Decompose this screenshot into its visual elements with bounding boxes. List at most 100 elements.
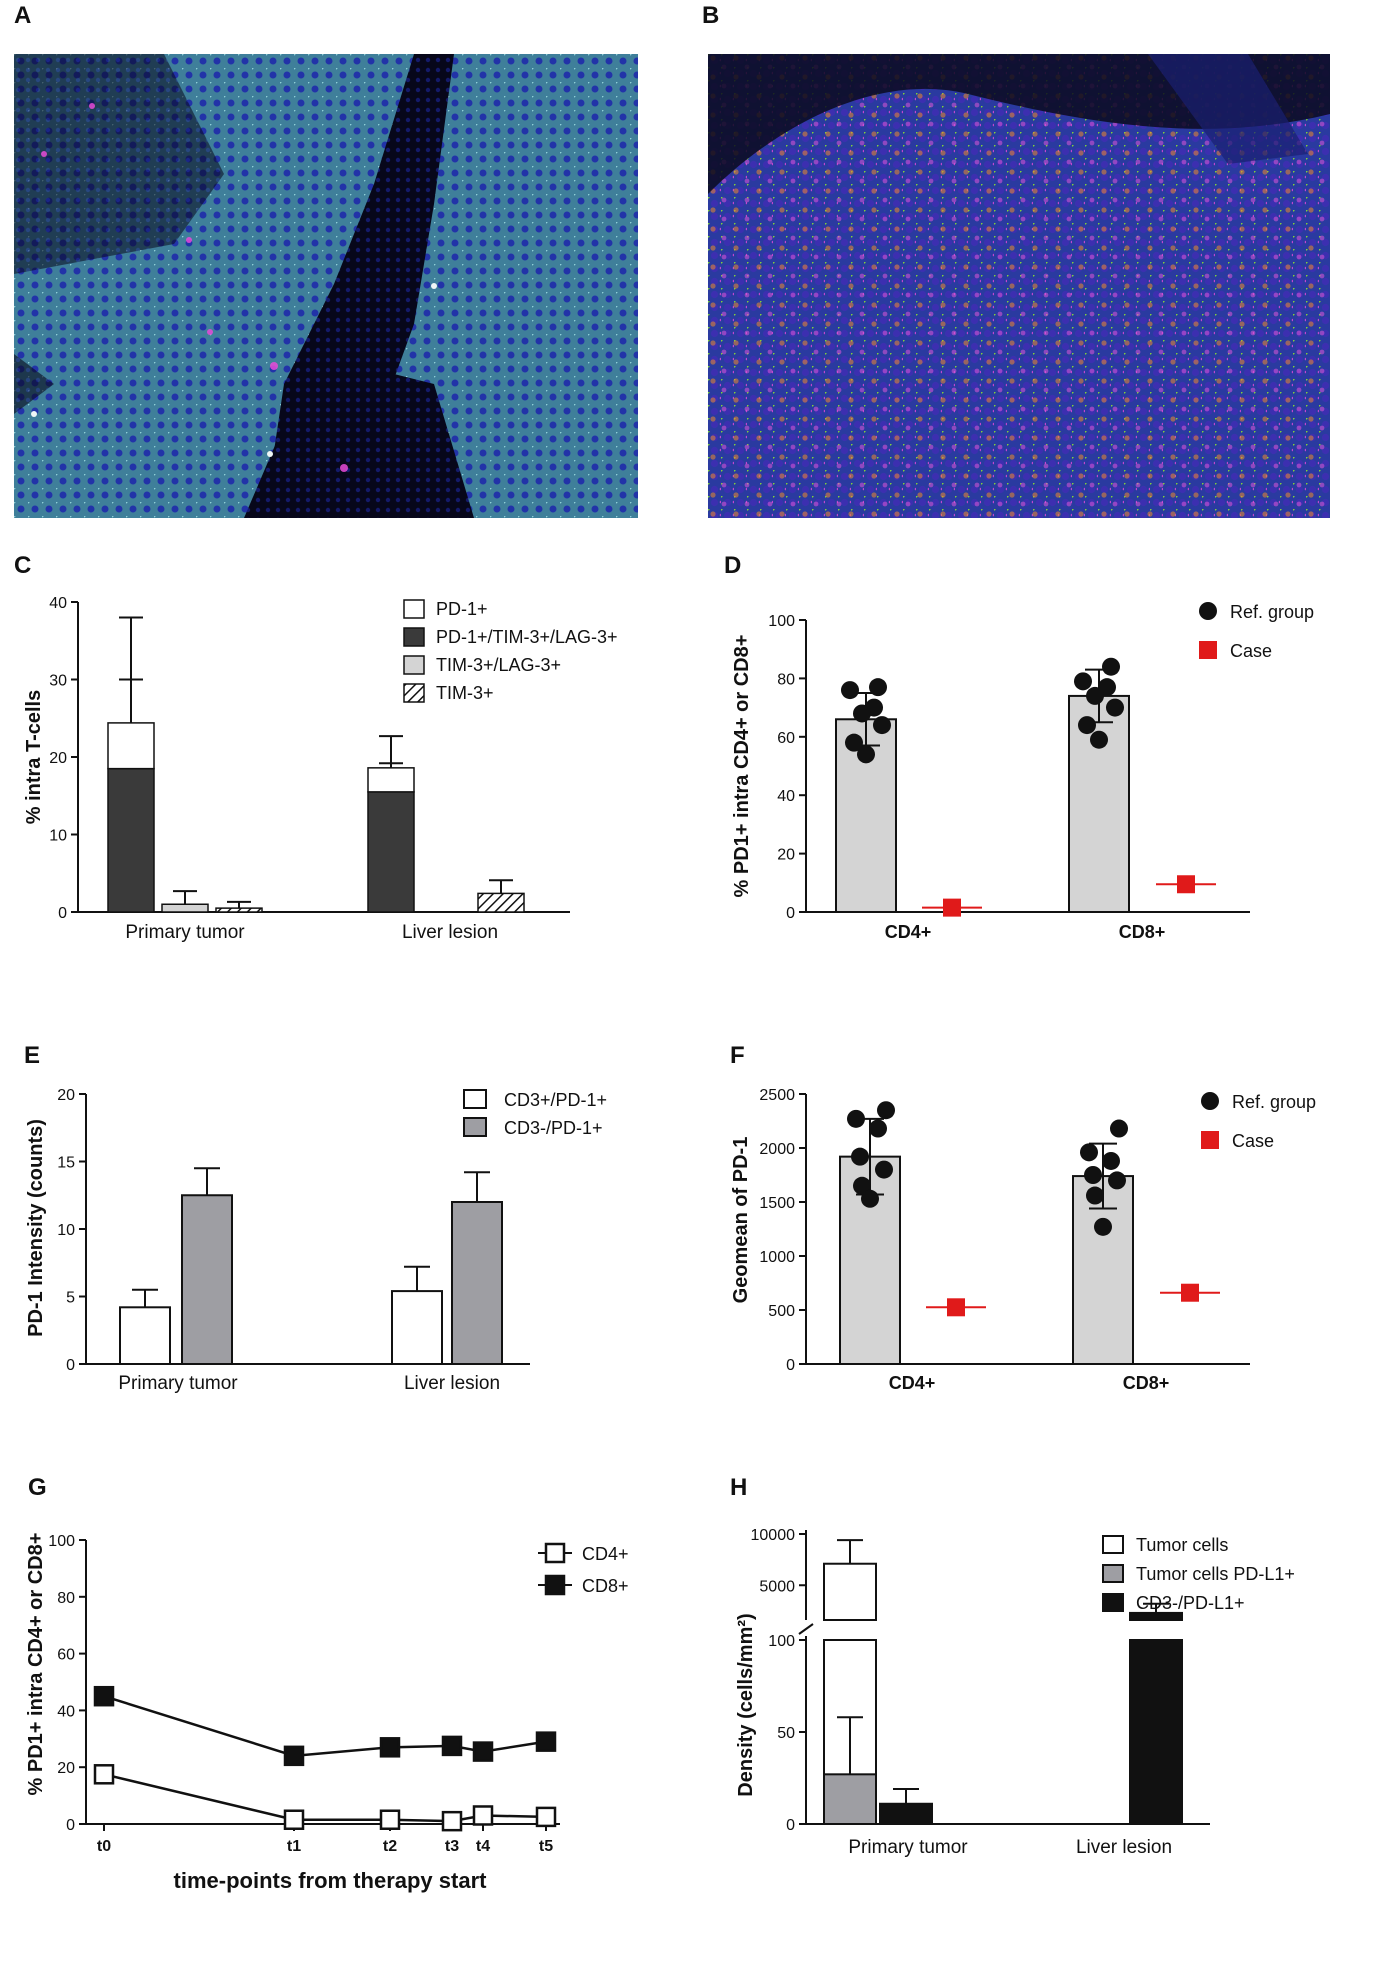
y-tick-label: 0 [786, 905, 795, 922]
legend-label: PD-1+ [436, 599, 488, 619]
bar-segment [367, 791, 415, 913]
legend-swatch [463, 1089, 487, 1109]
bar-upper [823, 1562, 877, 1621]
data-point [283, 1809, 305, 1830]
panel-label-f: F [730, 1042, 745, 1069]
y-tick-label: 0 [786, 1817, 795, 1834]
data-point [441, 1810, 463, 1832]
data-point [283, 1745, 305, 1767]
x-category-label: Liver lesion [402, 922, 498, 943]
data-point [865, 698, 883, 717]
y-axis-label: % intra T-cells [23, 690, 45, 825]
data-point [869, 678, 887, 697]
y-tick-label: 40 [777, 788, 795, 805]
legend-marker [1199, 602, 1217, 620]
y-tick-label: 80 [57, 1590, 75, 1607]
data-point [1106, 698, 1124, 717]
bar-lower [823, 1639, 877, 1825]
data-point [877, 1101, 895, 1120]
y-tick-label: 5 [66, 1290, 75, 1307]
data-point [472, 1741, 494, 1762]
data-point [845, 733, 863, 752]
legend-marker [544, 1542, 566, 1564]
y-axis-label: % PD1+ intra CD4+ or CD8+ [25, 1533, 47, 1796]
data-point [1086, 686, 1104, 705]
legend-marker [1201, 1092, 1219, 1110]
legend-label: CD3+/PD-1+ [504, 1090, 607, 1110]
y-tick-label: 20 [777, 847, 795, 864]
x-category-label: CD8+ [1119, 922, 1166, 942]
x-tick-label: t3 [445, 1838, 459, 1855]
y-axis-label: Geomean of PD-1 [730, 1137, 752, 1304]
x-axis-label: time-points from therapy start [174, 1868, 488, 1893]
x-category-label: Liver lesion [1076, 1837, 1172, 1858]
data-point [1098, 678, 1116, 697]
legend-swatch [1102, 1535, 1124, 1554]
legend-label: Case [1230, 641, 1272, 661]
y-tick-label: 2000 [759, 1141, 795, 1158]
panel-label-a: A [14, 2, 32, 29]
series-line [103, 1773, 547, 1823]
legend-label: CD3-/PD-1+ [504, 1118, 603, 1138]
legend-marker [1201, 1131, 1219, 1149]
legend-label: Ref. group [1232, 1092, 1316, 1112]
x-tick-label: t1 [287, 1838, 301, 1855]
data-point [841, 681, 859, 700]
x-tick-label: t5 [539, 1838, 553, 1855]
legend-swatch [403, 599, 425, 619]
case-marker [947, 1298, 965, 1317]
y-tick-label: 10000 [751, 1527, 796, 1544]
legend-label: TIM-3+ [436, 683, 494, 703]
data-point [472, 1805, 494, 1826]
data-point [1108, 1171, 1126, 1190]
panel-label-g: G [28, 1474, 47, 1501]
panel-label-h: H [730, 1474, 748, 1501]
y-tick-label: 100 [48, 1533, 75, 1550]
axis-break-gap [815, 1622, 887, 1638]
y-tick-label: 100 [768, 1633, 795, 1650]
legend-swatch [463, 1117, 487, 1137]
bar [839, 1155, 901, 1366]
micrograph-b [708, 54, 1330, 518]
data-point [875, 1160, 893, 1179]
bar-segment [107, 767, 155, 913]
x-tick-label: t4 [476, 1838, 490, 1855]
bar-segment [215, 907, 263, 913]
y-tick-label: 0 [786, 1357, 795, 1374]
data-point [853, 1176, 871, 1195]
bar-upper [1129, 1611, 1183, 1622]
bar [835, 718, 897, 914]
legend-marker [544, 1574, 566, 1596]
chart-d: 0 20 40 60 80 100 % PD1+ intra CD4+ or CD8+ CD4… [731, 602, 1314, 942]
legend-swatch [1102, 1593, 1124, 1612]
y-tick-label: 1000 [759, 1249, 795, 1266]
bar [1068, 694, 1130, 913]
legend-swatch [1102, 1564, 1124, 1583]
panel-label-b: B [702, 2, 720, 29]
y-tick-label: 500 [768, 1303, 795, 1320]
legend-label: TIM-3+/LAG-3+ [436, 655, 561, 675]
data-point [847, 1109, 865, 1128]
axis-break-gap [1120, 1622, 1192, 1638]
chart-h: 0 50 100 5000 10000 Density (cells/mm²) Primar… [735, 1527, 1295, 1858]
panel-label-e: E [24, 1042, 41, 1069]
data-point [93, 1764, 115, 1785]
chart-c: 0 10 20 30 40 % intra T-cells Primary tumor Liv… [23, 595, 618, 943]
y-tick-label: 20 [57, 1760, 75, 1777]
x-category-label: Primary tumor [848, 1837, 968, 1858]
bar [879, 1802, 933, 1826]
y-tick-label: 2500 [759, 1087, 795, 1104]
bar [181, 1194, 233, 1365]
panel-label-d: D [724, 552, 742, 579]
data-point [853, 704, 871, 723]
data-point [1074, 672, 1092, 691]
data-point [1086, 1186, 1104, 1205]
y-tick-label: 20 [49, 750, 67, 767]
x-category-label: Primary tumor [125, 922, 245, 943]
y-axis-label: PD-1 Intensity (counts) [25, 1119, 47, 1337]
data-point [869, 1119, 887, 1138]
bar [391, 1290, 443, 1365]
data-point [379, 1737, 401, 1758]
series-line [103, 1695, 547, 1758]
bar-lower [1129, 1639, 1183, 1825]
